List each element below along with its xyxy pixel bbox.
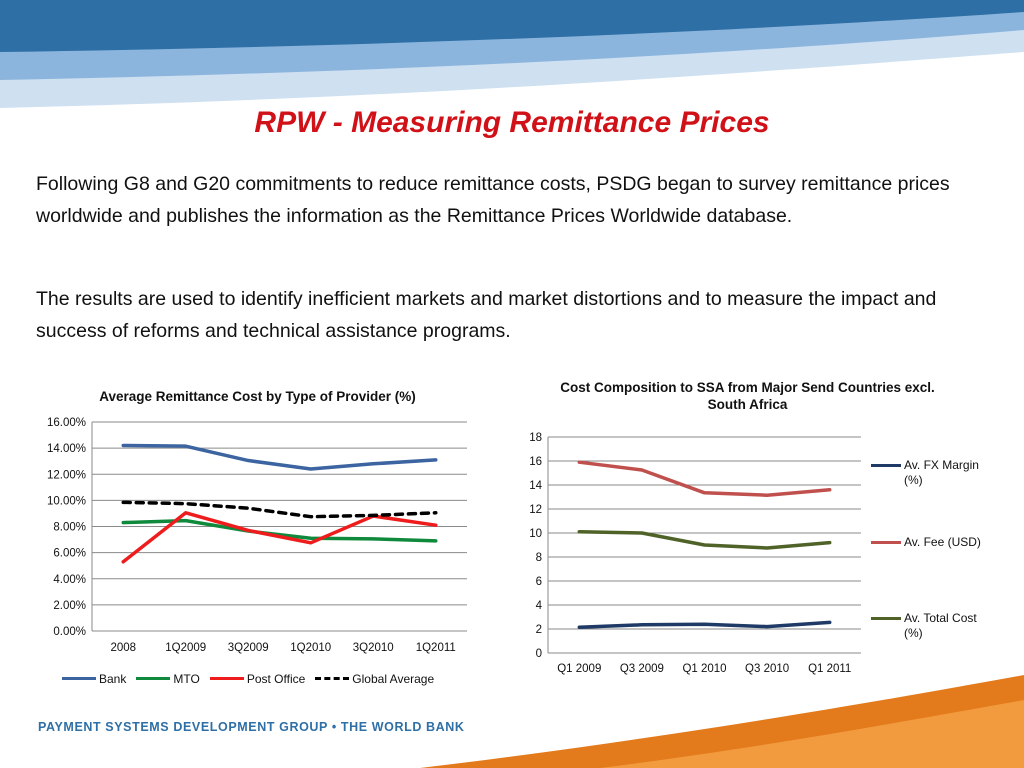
series-line <box>121 443 438 471</box>
legend-label: Global Average <box>352 671 435 686</box>
y-tick-label: 8.00% <box>53 522 86 534</box>
series-line <box>121 500 438 519</box>
y-tick-label: 4.00% <box>53 574 86 586</box>
legend-swatch <box>315 677 350 680</box>
chart1-title: Average Remittance Cost by Type of Provi… <box>99 389 416 404</box>
x-tick-label: 3Q2010 <box>353 642 394 654</box>
chart1-legend: Bank MTO Post Office Global Average <box>62 669 444 686</box>
chart2-title: Cost Composition to SSA from Major Send … <box>560 380 935 412</box>
y-tick-label: 10.00% <box>47 495 86 507</box>
legend-item: Av. Total Cost (%) <box>871 611 988 641</box>
y-tick-label: 6.00% <box>53 548 86 560</box>
legend-label: Bank <box>99 671 127 686</box>
legend-item: Global Average <box>315 672 434 686</box>
y-tick-label: 0.00% <box>53 626 86 638</box>
legend-swatch <box>871 617 901 620</box>
legend-item: Av. Fee (USD) <box>871 535 988 550</box>
x-tick-label: 1Q2009 <box>165 642 206 654</box>
legend-label: Av. Fee (USD) <box>904 535 981 549</box>
results-paragraph: The results are used to identify ineffic… <box>36 288 937 342</box>
slide-title: RPW - Measuring Remittance Prices <box>254 106 770 139</box>
legend-label: MTO <box>173 671 200 686</box>
x-tick-label: 3Q2009 <box>228 642 269 654</box>
legend-label: Av. FX Margin (%) <box>904 458 979 487</box>
x-tick-label: 2008 <box>110 642 136 654</box>
y-tick-label: 16.00% <box>47 417 86 429</box>
series-line <box>121 511 438 564</box>
footer-text: PAYMENT SYSTEMS DEVELOPMENT GROUP • THE … <box>38 720 465 734</box>
y-tick-label: 2.00% <box>53 600 86 612</box>
legend-swatch <box>62 677 96 680</box>
x-tick-label: 1Q2010 <box>290 642 331 654</box>
legend-item: Av. FX Margin (%) <box>871 458 988 488</box>
x-tick-label: 1Q2011 <box>416 642 456 654</box>
legend-swatch <box>871 541 901 544</box>
legend-item: Bank <box>62 672 126 686</box>
legend-swatch <box>136 677 171 680</box>
legend-label: Av. Total Cost (%) <box>904 611 977 640</box>
legend-swatch <box>871 464 901 467</box>
y-tick-label: 12.00% <box>47 469 86 481</box>
legend-item: MTO <box>136 671 200 686</box>
legend-item: Post Office <box>209 671 306 686</box>
legend-swatch <box>209 677 244 680</box>
legend-label: Post Office <box>246 671 306 686</box>
y-tick-label: 14.00% <box>47 443 86 455</box>
intro-paragraph: Following G8 and G20 commitments to redu… <box>36 173 950 227</box>
